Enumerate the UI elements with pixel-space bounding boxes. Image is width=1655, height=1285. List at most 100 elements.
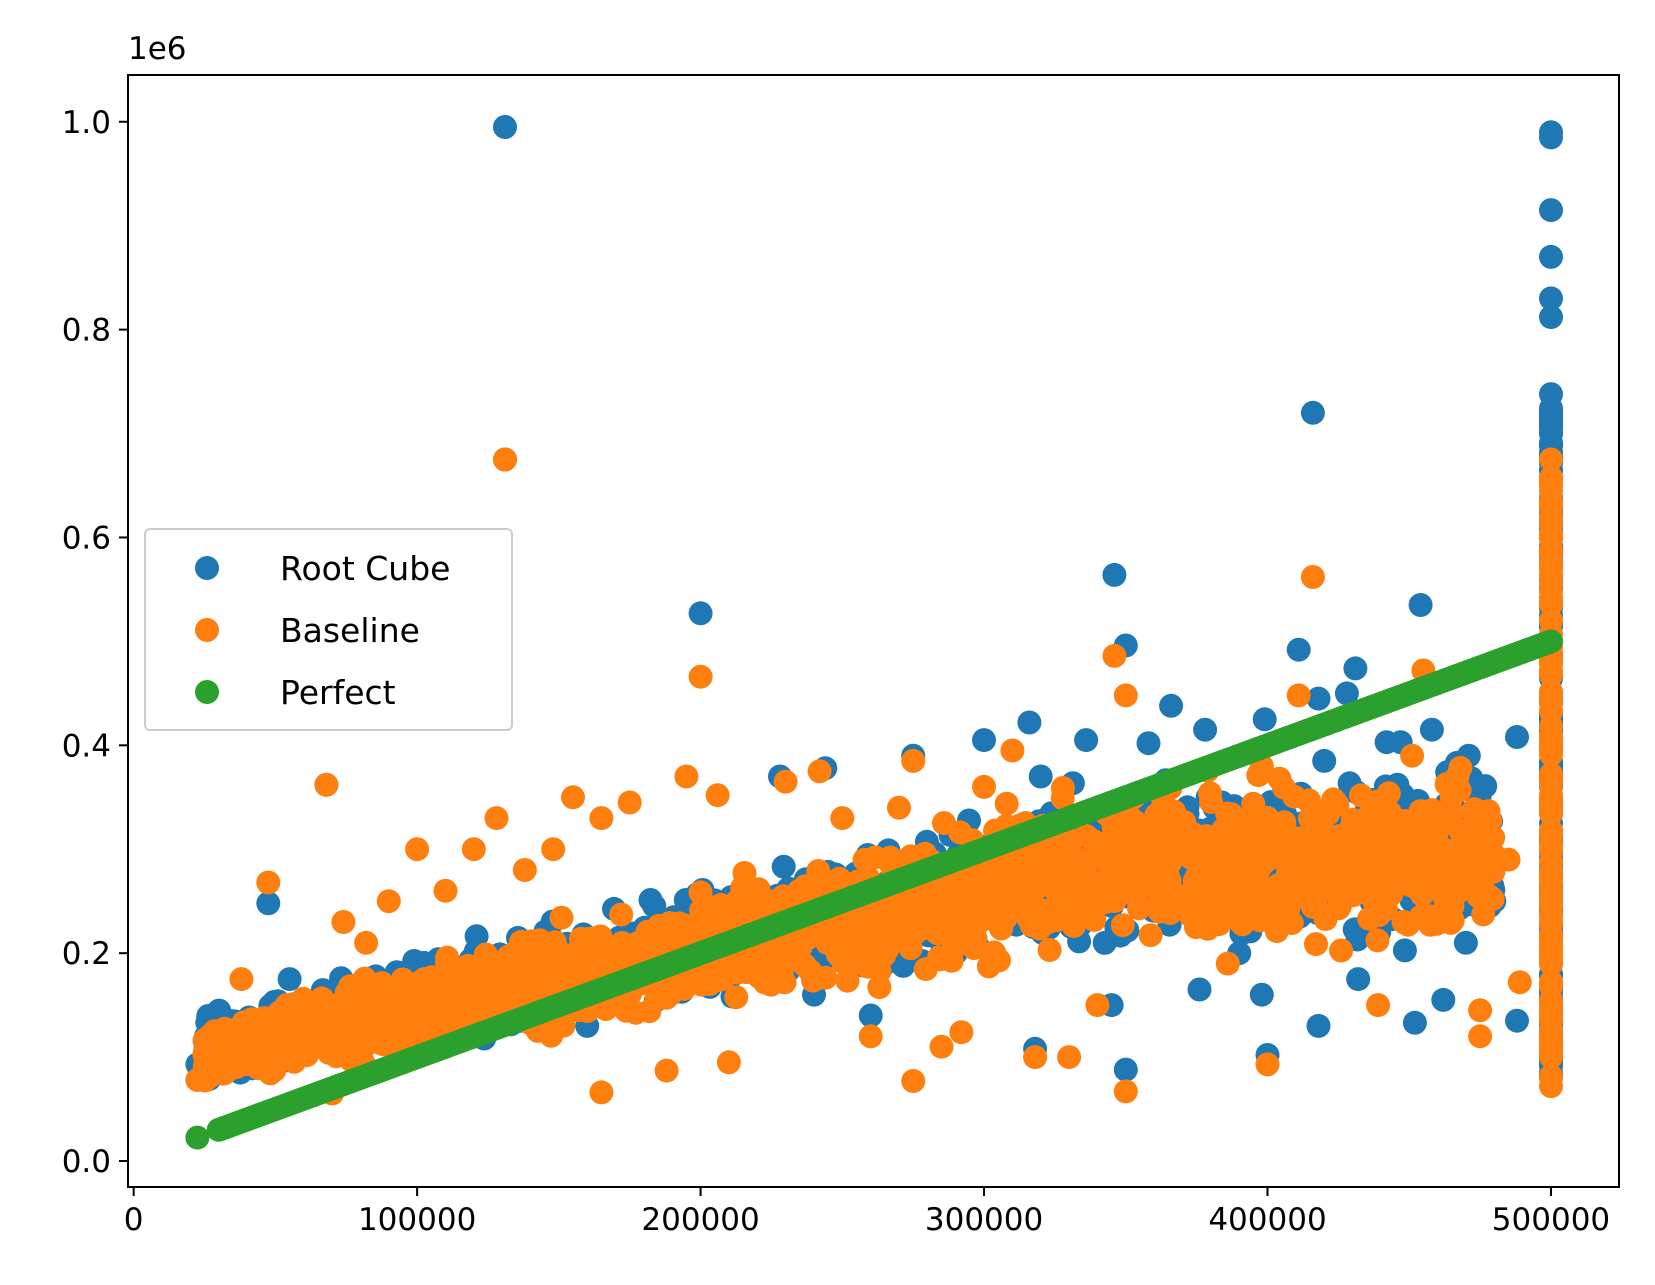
data-point [1147,899,1172,924]
data-point [1136,731,1161,756]
data-point [1282,883,1306,908]
x-tick-label: 500000 [1492,1202,1610,1238]
data-point [1059,829,1084,854]
data-point [1122,809,1147,834]
data-point [405,837,430,862]
data-point [855,954,880,979]
data-point [1419,717,1444,742]
y-offset-label: 1e6 [128,31,187,67]
data-point [1057,1045,1082,1070]
data-point [771,854,796,879]
data-point [1239,804,1264,829]
data-point [1317,795,1342,820]
data-point [1392,938,1417,963]
data-point [1298,806,1322,831]
data-point [352,1013,377,1038]
data-point [1539,556,1563,581]
data-point [1269,837,1294,862]
data-point [1006,866,1030,891]
data-point [827,924,852,949]
data-point [734,952,759,976]
data-point [549,905,574,930]
data-point [1340,807,1365,832]
data-point [1468,998,1493,1023]
data-point [1334,681,1359,706]
data-point [858,1003,883,1028]
legend-marker [195,618,219,642]
data-point [901,748,926,773]
data-point [589,806,614,831]
data-point [793,874,818,899]
data-point [509,929,534,954]
data-point [901,1069,926,1093]
data-point [1085,876,1110,901]
data-point [1453,930,1478,955]
data-point [219,1022,244,1047]
data-point [493,115,517,139]
data-point [546,946,571,971]
data-point [1329,938,1354,963]
data-point [1207,912,1232,937]
data-point [1297,788,1321,813]
data-point [1425,811,1450,836]
data-point [688,601,713,626]
data-point [654,1058,679,1083]
data-point [331,910,356,934]
data-point [350,979,374,1004]
data-point [256,891,281,916]
data-point [887,795,911,820]
data-point [212,1050,237,1075]
data-point [1365,895,1390,920]
data-point [972,728,996,753]
data-point [1113,1079,1138,1104]
data-point [709,892,733,917]
data-point [274,993,299,1018]
data-point [1017,710,1042,735]
data-point [1402,1010,1427,1035]
data-point [1066,879,1091,904]
data-point [1539,818,1563,843]
data-point [994,791,1019,816]
data-point [1023,1045,1048,1070]
axes-frame [127,74,1620,1188]
data-point [493,447,517,472]
data-point [1414,878,1438,903]
data-point [1507,970,1532,995]
data-point [1097,853,1122,878]
data-point [1539,400,1563,425]
data-point [1468,1024,1493,1049]
data-point [457,954,481,979]
data-point [1539,504,1563,529]
data-point [297,1024,322,1049]
data-point [1188,841,1213,866]
data-point [638,888,663,912]
data-point [772,952,797,977]
data-point [1539,785,1563,810]
data-point [589,947,614,972]
data-point [569,926,593,951]
data-point [867,975,892,1000]
data-point [1184,868,1209,893]
data-point [229,967,254,992]
data-point [1049,860,1074,885]
data-point [951,919,976,944]
data-point [862,918,887,943]
data-point [1403,860,1428,885]
data-point [473,942,498,967]
data-point [1445,764,1470,789]
data-point [705,783,730,808]
data-point [1346,967,1371,992]
data-point [589,1080,614,1105]
data-point [1476,799,1501,824]
legend-marker [195,556,219,580]
data-point [1000,738,1025,763]
x-tick-label: 300000 [925,1202,1043,1238]
data-point [1110,913,1135,938]
x-tick-label: 0 [124,1202,144,1238]
data-point [249,1045,274,1070]
data-point [1440,891,1465,916]
data-point [1304,932,1328,957]
data-point [1400,743,1425,768]
data-point [773,769,798,794]
